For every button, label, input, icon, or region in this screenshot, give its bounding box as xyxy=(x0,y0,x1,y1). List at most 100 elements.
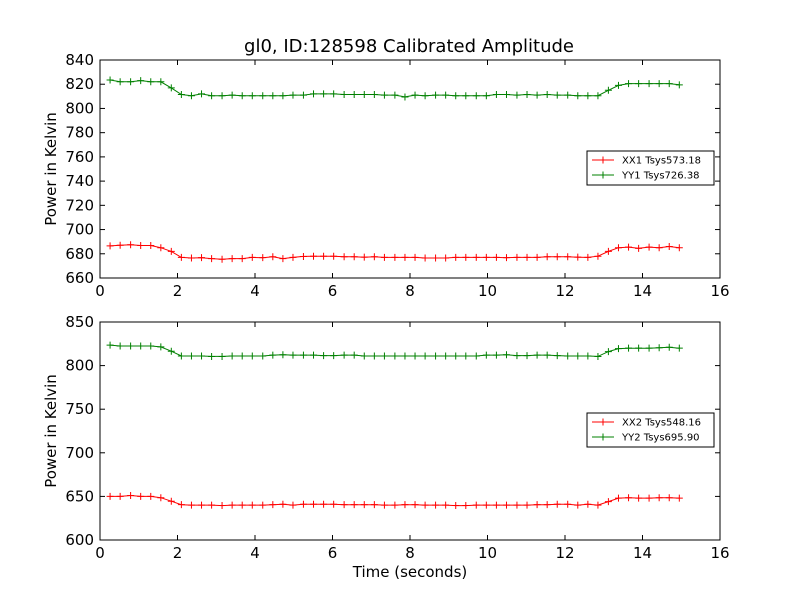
data-point xyxy=(635,80,643,88)
data-point xyxy=(574,92,582,100)
data-point xyxy=(482,253,490,261)
data-point xyxy=(157,494,165,502)
y-axis-label: Power in Kelvin xyxy=(42,112,60,226)
data-point xyxy=(391,253,399,261)
data-point xyxy=(421,501,429,509)
top-panel: 0 2 4 6 8 10 12 14 16 660 680 700 720 740 760 780 800 820… xyxy=(42,51,730,300)
x-tick-label: 4 xyxy=(250,544,260,562)
data-point xyxy=(279,92,287,100)
data-point xyxy=(177,352,185,360)
data-point xyxy=(147,342,155,350)
y-tick-label: 600 xyxy=(65,531,94,549)
data-point xyxy=(279,351,287,359)
data-point xyxy=(228,352,236,360)
legend-marker xyxy=(599,171,607,179)
x-tick-label: 8 xyxy=(405,544,415,562)
data-point xyxy=(442,352,450,360)
data-point xyxy=(350,253,358,261)
data-point xyxy=(625,80,633,88)
data-point xyxy=(208,352,216,360)
y-tick-label: 800 xyxy=(65,99,94,117)
data-point xyxy=(360,352,368,360)
data-point xyxy=(553,500,561,508)
data-point xyxy=(228,255,236,263)
data-point xyxy=(502,501,510,509)
data-point xyxy=(116,241,124,249)
legend-marker xyxy=(599,156,607,164)
data-point xyxy=(299,500,307,508)
data-point xyxy=(116,342,124,350)
y-tick-label: 850 xyxy=(65,313,94,331)
data-point xyxy=(625,243,633,251)
data-point xyxy=(411,91,419,99)
data-point xyxy=(432,254,440,262)
data-point xyxy=(147,78,155,86)
data-point xyxy=(533,253,541,261)
data-point xyxy=(574,501,582,509)
data-point xyxy=(198,501,206,509)
data-point xyxy=(533,91,541,99)
data-point xyxy=(675,81,683,89)
legend-box xyxy=(586,150,715,186)
data-point xyxy=(218,255,226,263)
legend-label: YY2 Tsys695.90 xyxy=(621,433,700,444)
data-point xyxy=(127,342,135,350)
data-point xyxy=(350,91,358,99)
data-point xyxy=(462,92,470,100)
data-point xyxy=(370,352,378,360)
data-point xyxy=(310,90,318,98)
data-point xyxy=(208,501,216,509)
x-tick-label: 0 xyxy=(95,544,105,562)
y-tick-label: 840 xyxy=(65,51,94,69)
data-point xyxy=(655,244,663,252)
data-point xyxy=(320,352,328,360)
data-point xyxy=(259,254,267,262)
data-point xyxy=(380,501,388,509)
y-tick-label: 780 xyxy=(65,124,94,142)
data-point xyxy=(421,254,429,262)
data-point xyxy=(269,92,277,100)
data-point xyxy=(452,92,460,100)
data-point xyxy=(584,352,592,360)
data-point xyxy=(340,501,348,509)
data-point xyxy=(299,91,307,99)
data-point xyxy=(604,86,612,94)
data-point xyxy=(594,92,602,100)
data-point xyxy=(411,253,419,261)
data-point xyxy=(675,494,683,502)
x-tick-label: 10 xyxy=(478,282,497,300)
y-tick-label: 760 xyxy=(65,148,94,166)
data-point xyxy=(655,80,663,88)
data-point xyxy=(167,247,175,255)
data-point xyxy=(513,501,521,509)
data-point xyxy=(523,352,531,360)
data-point xyxy=(635,494,643,502)
data-point xyxy=(442,254,450,262)
data-point xyxy=(401,352,409,360)
data-point xyxy=(574,352,582,360)
data-point xyxy=(147,492,155,500)
data-point xyxy=(492,91,500,99)
data-point xyxy=(269,351,277,359)
data-point xyxy=(411,501,419,509)
x-tick-label: 16 xyxy=(710,544,729,562)
y-tick-label: 680 xyxy=(65,245,94,263)
data-point xyxy=(157,244,165,252)
data-point xyxy=(167,347,175,355)
y-axis-label: Power in Kelvin xyxy=(42,374,60,488)
data-point xyxy=(665,343,673,351)
data-point xyxy=(238,352,246,360)
data-point xyxy=(177,91,185,99)
data-point xyxy=(137,342,145,350)
data-point xyxy=(106,76,114,84)
legend: XX1 Tsys573.18 YY1 Tsys726.38 xyxy=(586,150,715,186)
x-tick-label: 6 xyxy=(328,282,338,300)
x-tick-label: 10 xyxy=(478,544,497,562)
data-point xyxy=(523,91,531,99)
data-point xyxy=(472,92,480,100)
data-point xyxy=(502,351,510,359)
data-point xyxy=(269,253,277,261)
data-point xyxy=(238,501,246,509)
